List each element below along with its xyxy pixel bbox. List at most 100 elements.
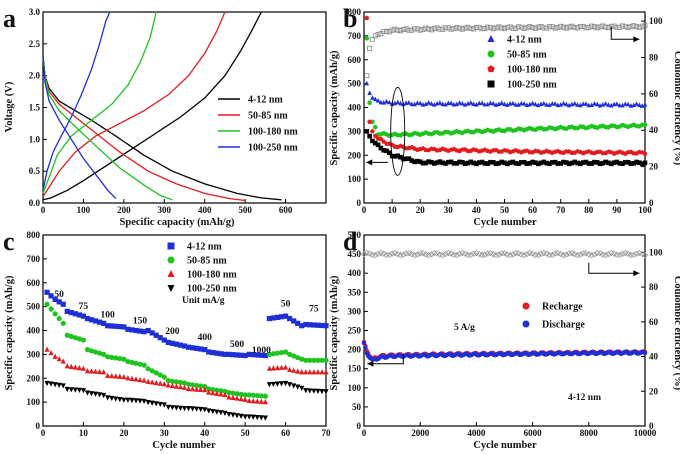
- data-point: [642, 122, 648, 128]
- data-point: [521, 251, 528, 259]
- data-point: [374, 250, 382, 258]
- data-point: [230, 412, 236, 418]
- data-point: [516, 161, 521, 167]
- x-tick-label: 40: [200, 428, 210, 438]
- data-point: [479, 100, 485, 106]
- data-point: [165, 339, 171, 346]
- x-tick-label: 300: [158, 205, 172, 215]
- data-point: [506, 251, 514, 259]
- data-point: [266, 351, 272, 357]
- data-point: [440, 26, 446, 32]
- data-point: [392, 154, 398, 159]
- data-point: [161, 374, 167, 380]
- data-point: [403, 26, 409, 32]
- data-point: [364, 15, 370, 20]
- data-point: [64, 308, 70, 314]
- data-point: [457, 159, 462, 165]
- data-point: [121, 356, 127, 362]
- data-point: [502, 101, 507, 107]
- data-point: [428, 251, 435, 258]
- data-point: [603, 101, 608, 106]
- data-point: [52, 296, 58, 303]
- data-point: [521, 159, 527, 165]
- x-tick-label: 500: [238, 205, 252, 215]
- data-point: [364, 80, 370, 86]
- data-point: [157, 401, 163, 408]
- data-point: [64, 332, 70, 338]
- data-point: [278, 381, 285, 387]
- x-tick-label: 0: [362, 428, 367, 438]
- x-tick-label: 30: [444, 205, 454, 215]
- data-point: [443, 101, 448, 107]
- data-point: [499, 100, 504, 105]
- y-tick-label: 2.0: [29, 71, 41, 81]
- data-point: [291, 353, 297, 359]
- data-point: [625, 25, 631, 31]
- data-point: [234, 391, 240, 397]
- data-point: [303, 357, 309, 363]
- data-point: [420, 160, 426, 166]
- x-tick-label: 40: [472, 205, 482, 215]
- data-point: [105, 354, 111, 360]
- data-point: [246, 351, 252, 357]
- data-point: [535, 251, 542, 259]
- data-point: [68, 333, 74, 340]
- data-point: [258, 398, 264, 404]
- data-point: [198, 383, 204, 389]
- data-point: [541, 100, 547, 106]
- x-tick-label: 6000: [524, 428, 543, 438]
- data-point: [515, 250, 522, 257]
- data-point: [129, 359, 135, 366]
- data-point: [577, 24, 583, 30]
- data-point: [84, 347, 91, 353]
- data-point: [315, 369, 321, 375]
- data-point: [608, 102, 614, 108]
- data-point: [366, 250, 373, 257]
- series-line: [42, 56, 173, 201]
- data-point: [502, 160, 507, 166]
- data-point: [488, 100, 493, 105]
- panel-b: b Cycle number Specific capacity (mAh/g)…: [329, 4, 680, 228]
- data-point: [287, 382, 293, 388]
- data-point: [392, 26, 398, 32]
- data-point: [226, 411, 232, 418]
- data-point: [303, 369, 309, 375]
- data-point: [622, 23, 628, 29]
- x-tick-label: 10: [388, 205, 398, 215]
- data-point: [414, 26, 420, 32]
- data-point: [92, 349, 99, 355]
- data-point: [68, 363, 74, 370]
- data-point: [414, 251, 421, 258]
- data-point: [315, 322, 321, 328]
- data-point: [552, 159, 558, 165]
- x-tick-label: 8000: [580, 428, 599, 438]
- data-point: [198, 406, 204, 413]
- data-point: [627, 251, 635, 259]
- data-point: [561, 159, 566, 165]
- data-point: [482, 161, 488, 166]
- data-point: [634, 101, 639, 106]
- data-point: [367, 119, 372, 124]
- data-point: [454, 24, 460, 30]
- x-tick-label: 30: [160, 428, 170, 438]
- legend-entry: 100-250 nm: [507, 80, 557, 91]
- panel-c-label: c: [3, 227, 15, 256]
- data-point: [242, 352, 248, 359]
- data-point: [482, 25, 488, 31]
- data-point: [181, 343, 188, 349]
- data-point: [246, 397, 252, 404]
- data-point: [513, 25, 519, 31]
- data-point: [137, 328, 143, 334]
- annotation-arrow: [588, 262, 640, 274]
- data-point: [412, 159, 417, 165]
- data-point: [423, 101, 429, 107]
- panel-d-ylabel: Specific capacity (mAh/g): [329, 275, 340, 390]
- data-point: [453, 251, 460, 259]
- data-point: [591, 251, 598, 258]
- data-point: [254, 392, 260, 399]
- data-point: [137, 361, 143, 367]
- x-tick-label: 0: [41, 205, 46, 215]
- data-point: [282, 313, 289, 319]
- data-point: [129, 397, 135, 404]
